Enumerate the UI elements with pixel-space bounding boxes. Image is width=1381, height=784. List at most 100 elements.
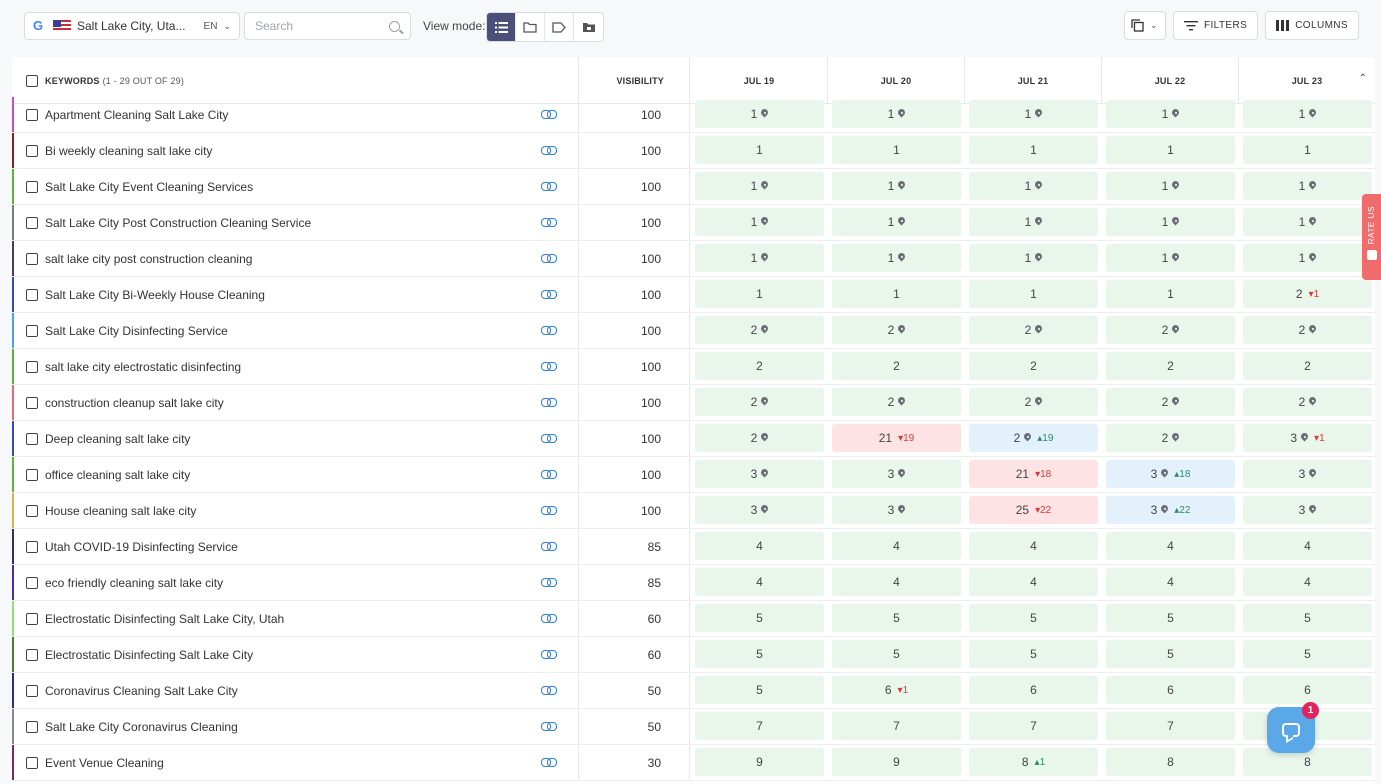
row-checkbox[interactable] — [26, 180, 38, 193]
position-box[interactable]: 5 — [969, 604, 1098, 632]
position-box[interactable]: 2 — [832, 352, 961, 380]
position-box[interactable]: 1 — [969, 172, 1098, 200]
view-group-button[interactable] — [574, 13, 603, 41]
position-box[interactable]: 1 — [695, 172, 824, 200]
position-box[interactable]: 2 — [969, 352, 1098, 380]
link-icon[interactable] — [541, 398, 557, 407]
row-checkbox[interactable] — [26, 684, 38, 697]
keyword-text[interactable]: eco friendly cleaning salt lake city — [45, 575, 224, 590]
position-box[interactable]: 1 — [969, 136, 1098, 164]
link-icon[interactable] — [541, 254, 557, 263]
position-box[interactable]: 1 — [1243, 208, 1372, 236]
position-box[interactable]: 2 — [832, 388, 961, 416]
keywords-column-header[interactable]: KEYWORDS (1 - 29 OUT OF 29) — [12, 57, 579, 104]
position-box[interactable]: 1 — [1243, 100, 1372, 128]
position-box[interactable]: 4 — [695, 568, 824, 596]
position-box[interactable]: 2 — [832, 316, 961, 344]
search-icon[interactable] — [389, 20, 400, 32]
keyword-text[interactable]: Salt Lake City Bi-Weekly House Cleaning — [45, 287, 265, 302]
position-box[interactable]: 21 ▾18 — [969, 460, 1098, 488]
position-box[interactable]: 7 — [969, 712, 1098, 740]
position-box[interactable]: 1 — [1106, 100, 1235, 128]
position-box[interactable]: 3 — [1243, 496, 1372, 524]
position-box[interactable]: 9 — [695, 748, 824, 776]
position-box[interactable]: 1 — [832, 136, 961, 164]
keyword-text[interactable]: Apartment Cleaning Salt Lake City — [45, 107, 229, 122]
link-icon[interactable] — [541, 542, 557, 551]
date-column-header[interactable]: JUL 23 — [1239, 57, 1375, 104]
link-icon[interactable] — [541, 362, 557, 371]
row-checkbox[interactable] — [26, 144, 38, 157]
position-box[interactable]: 3 ▴18 — [1106, 460, 1235, 488]
link-icon[interactable] — [541, 470, 557, 479]
position-box[interactable]: 4 — [1106, 532, 1235, 560]
position-box[interactable]: 1 — [695, 100, 824, 128]
position-box[interactable]: 7 — [832, 712, 961, 740]
position-box[interactable]: 5 — [832, 604, 961, 632]
position-box[interactable]: 4 — [1106, 568, 1235, 596]
position-box[interactable]: 1 — [969, 208, 1098, 236]
position-box[interactable]: 4 — [1243, 532, 1372, 560]
row-checkbox[interactable] — [26, 648, 38, 661]
position-box[interactable]: 1 — [1106, 280, 1235, 308]
position-box[interactable]: 5 — [1243, 604, 1372, 632]
link-icon[interactable] — [541, 434, 557, 443]
link-icon[interactable] — [541, 290, 557, 299]
link-icon[interactable] — [541, 758, 557, 767]
date-column-header[interactable]: JUL 22 — [1102, 57, 1239, 104]
position-box[interactable]: 1 — [695, 280, 824, 308]
position-box[interactable]: 4 — [832, 568, 961, 596]
link-icon[interactable] — [541, 722, 557, 731]
position-box[interactable]: 6 — [1243, 676, 1372, 704]
row-checkbox[interactable] — [26, 468, 38, 481]
position-box[interactable]: 2 — [695, 316, 824, 344]
filters-button[interactable]: FILTERS — [1173, 11, 1259, 40]
position-box[interactable]: 2 ▾1 — [1243, 280, 1372, 308]
position-box[interactable]: 2 — [1243, 352, 1372, 380]
rate-us-tab[interactable]: RATE US — [1362, 194, 1381, 280]
position-box[interactable]: 1 — [969, 100, 1098, 128]
position-box[interactable]: 2 — [695, 424, 824, 452]
link-icon[interactable] — [541, 506, 557, 515]
position-box[interactable]: 1 — [832, 280, 961, 308]
link-icon[interactable] — [541, 146, 557, 155]
position-box[interactable]: 6 — [969, 676, 1098, 704]
copy-dropdown-button[interactable]: ⌄ — [1124, 11, 1166, 40]
keyword-text[interactable]: Electrostatic Disinfecting Salt Lake Cit… — [45, 647, 254, 662]
link-icon[interactable] — [541, 110, 557, 119]
date-column-header[interactable]: JUL 19 — [691, 57, 828, 104]
keyword-text[interactable]: Event Venue Cleaning — [45, 755, 164, 770]
position-box[interactable]: 4 — [969, 568, 1098, 596]
keyword-text[interactable]: Salt Lake City Disinfecting Service — [45, 323, 228, 338]
position-box[interactable]: 2 — [1243, 316, 1372, 344]
position-box[interactable]: 1 — [832, 244, 961, 272]
position-box[interactable]: 5 — [1243, 640, 1372, 668]
position-box[interactable]: 2 — [969, 316, 1098, 344]
keyword-text[interactable]: salt lake city post construction cleanin… — [45, 251, 253, 266]
search-input[interactable] — [255, 19, 389, 33]
keyword-text[interactable]: office cleaning salt lake city — [45, 467, 191, 482]
row-checkbox[interactable] — [26, 756, 38, 769]
link-icon[interactable] — [541, 326, 557, 335]
row-checkbox[interactable] — [26, 288, 38, 301]
row-checkbox[interactable] — [26, 540, 38, 553]
link-icon[interactable] — [541, 614, 557, 623]
position-box[interactable]: 6 ▾1 — [832, 676, 961, 704]
row-checkbox[interactable] — [26, 432, 38, 445]
row-checkbox[interactable] — [26, 324, 38, 337]
visibility-column-header[interactable]: VISIBILITY — [579, 57, 690, 104]
row-checkbox[interactable] — [26, 252, 38, 265]
row-checkbox[interactable] — [26, 720, 38, 733]
position-box[interactable]: 3 — [1243, 460, 1372, 488]
row-checkbox[interactable] — [26, 360, 38, 373]
position-box[interactable]: 8 — [1106, 748, 1235, 776]
position-box[interactable]: 6 — [1106, 676, 1235, 704]
position-box[interactable]: 2 ▴19 — [969, 424, 1098, 452]
position-box[interactable]: 1 — [969, 280, 1098, 308]
position-box[interactable]: 1 — [1243, 136, 1372, 164]
keyword-text[interactable]: Coronavirus Cleaning Salt Lake City — [45, 683, 238, 698]
position-box[interactable]: 1 — [1243, 244, 1372, 272]
view-folder-button[interactable] — [516, 13, 545, 41]
keyword-text[interactable]: Salt Lake City Event Cleaning Services — [45, 179, 254, 194]
position-box[interactable]: 2 — [1106, 352, 1235, 380]
